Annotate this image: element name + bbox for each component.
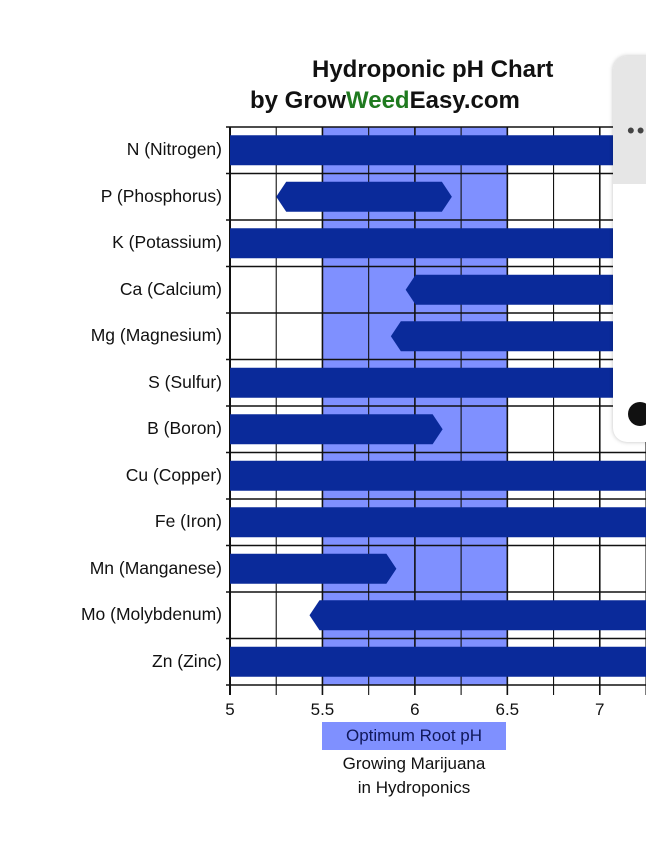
chart-title-line2: by GrowWeedEasy.com [250, 85, 646, 116]
chart-title: Hydroponic pH Chart by GrowWeedEasy.com [250, 54, 646, 116]
bar-mg [390, 321, 646, 352]
optimum-range-label-box [322, 722, 506, 750]
x-tick-label: 7 [595, 700, 605, 719]
bar-n [230, 135, 646, 166]
row-label-s: S (Sulfur) [148, 371, 222, 392]
bar-b [230, 414, 443, 445]
bar-mn [230, 553, 397, 584]
row-label-b: B (Boron) [147, 418, 222, 439]
row-label-fe: Fe (Iron) [154, 511, 222, 532]
title-prefix: by Grow [250, 87, 347, 114]
bar-cu [230, 460, 646, 491]
row-label-ca: Ca (Calcium) [119, 278, 222, 299]
caption-line1: Growing Marijuana [342, 754, 486, 773]
slider-handle[interactable] [628, 402, 646, 426]
row-label-mg: Mg (Magnesium) [90, 325, 222, 346]
more-options-icon[interactable]: •• [627, 118, 646, 143]
x-tick-label: 6 [410, 700, 420, 719]
row-label-k: K (Potassium) [112, 232, 222, 253]
chart-caption: Growing Marijuana in Hydroponics [300, 752, 528, 800]
caption-line2: in Hydroponics [357, 778, 471, 797]
bar-s [230, 367, 646, 398]
bar-fe [230, 507, 646, 538]
row-label-mo: Mo (Molybdenum) [80, 604, 222, 625]
title-green: Weed [346, 87, 410, 114]
x-tick-label: 5.5 [310, 700, 335, 719]
overlay-panel-header [613, 56, 646, 184]
side-overlay-panel[interactable]: •• [613, 56, 646, 442]
x-tick-label: 6.5 [495, 700, 520, 719]
chart-title-line1: Hydroponic pH Chart [312, 56, 554, 83]
bar-k [230, 228, 646, 259]
bar-mo [309, 600, 646, 631]
optimum-range-label: Optimum Root pH [345, 726, 483, 745]
row-label-zn: Zn (Zinc) [152, 650, 222, 671]
bar-p [276, 181, 452, 212]
title-suffix: Easy.com [409, 87, 520, 114]
row-label-p: P (Phosphorus) [100, 185, 222, 206]
row-label-cu: Cu (Copper) [125, 464, 222, 485]
x-tick-label: 5 [225, 700, 235, 719]
row-label-n: N (Nitrogen) [126, 139, 222, 160]
bar-ca [405, 274, 646, 305]
row-label-mn: Mn (Manganese) [89, 557, 222, 578]
bar-zn [230, 646, 646, 677]
